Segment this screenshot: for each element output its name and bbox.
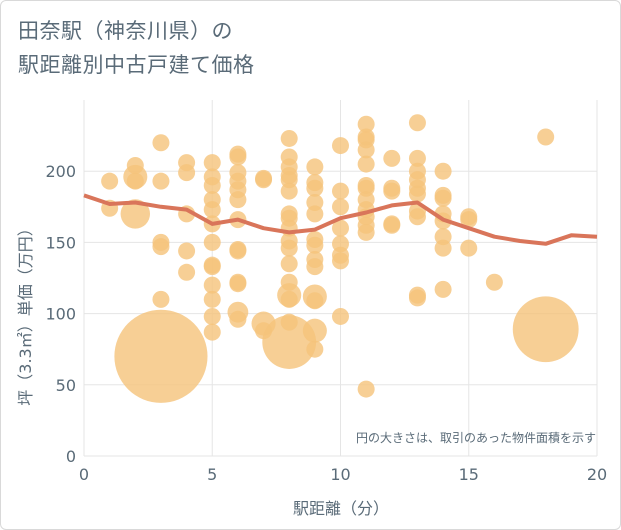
data-point <box>512 296 579 363</box>
data-point <box>203 201 221 219</box>
data-point <box>306 205 324 223</box>
data-point <box>203 323 221 341</box>
data-point <box>280 290 298 308</box>
data-point <box>262 315 317 369</box>
data-point <box>434 162 452 180</box>
data-point <box>357 223 375 241</box>
data-point <box>229 275 247 293</box>
data-point <box>203 276 221 294</box>
data-point <box>229 310 247 328</box>
x-tick-label: 10 <box>330 465 350 484</box>
data-point <box>332 198 349 216</box>
chart-title: 田奈駅（神奈川県）の 駅距離別中古戸建て価格 <box>18 14 255 82</box>
data-point <box>280 313 298 331</box>
data-point <box>203 176 221 194</box>
data-point <box>203 154 221 172</box>
y-tick-label: 0 <box>66 447 76 466</box>
data-point <box>120 199 151 229</box>
data-point <box>383 216 401 234</box>
data-point <box>357 115 375 133</box>
data-point <box>101 172 119 190</box>
data-point <box>302 318 327 343</box>
x-tick-label: 15 <box>459 465 479 484</box>
data-point <box>383 149 401 167</box>
data-point <box>434 189 452 207</box>
data-point <box>126 172 144 190</box>
trend-line-group <box>83 193 598 246</box>
data-point <box>229 191 247 209</box>
data-point <box>408 114 426 132</box>
data-point <box>306 236 324 254</box>
data-point <box>203 290 221 308</box>
data-point <box>332 307 349 325</box>
data-point <box>408 289 426 307</box>
data-point <box>306 158 324 176</box>
data-point <box>126 157 144 175</box>
size-annotation: 円の大きさは、取引のあった物件面積を示す <box>356 430 596 445</box>
data-point <box>460 211 478 229</box>
data-point <box>255 322 273 340</box>
data-point <box>537 128 555 146</box>
y-tick-label: 200 <box>45 162 76 181</box>
x-tick-label: 0 <box>79 465 89 484</box>
data-point <box>485 273 503 291</box>
data-point <box>229 148 247 166</box>
data-point <box>280 129 298 147</box>
x-tick-label: 5 <box>207 465 217 484</box>
data-point <box>114 309 208 403</box>
data-point <box>255 171 273 189</box>
data-point <box>306 340 324 358</box>
data-point <box>332 252 349 270</box>
data-point <box>383 182 401 200</box>
data-point <box>332 219 349 237</box>
data-point <box>306 179 324 197</box>
title-line-1: 田奈駅（神奈川県）の <box>18 19 233 43</box>
data-point <box>306 258 324 276</box>
data-point <box>152 172 170 190</box>
data-point <box>203 233 221 251</box>
y-axis-label: 坪（3.3㎡）単価（万円） <box>16 220 35 405</box>
data-point <box>152 134 170 152</box>
data-point <box>460 239 478 257</box>
y-tick-label: 150 <box>45 233 76 252</box>
data-point <box>280 273 298 291</box>
x-axis-label: 駅距離（分） <box>293 499 389 518</box>
data-point <box>357 155 375 173</box>
bubbles <box>101 114 579 403</box>
data-point <box>434 280 452 298</box>
data-point <box>332 182 349 200</box>
data-point <box>178 242 196 260</box>
data-point <box>408 208 426 226</box>
data-point <box>152 238 170 256</box>
data-point <box>178 263 196 281</box>
data-point <box>332 137 349 155</box>
data-point <box>229 242 247 260</box>
data-point <box>280 255 298 273</box>
data-point <box>306 292 324 310</box>
y-tick-label: 50 <box>56 376 76 395</box>
data-point <box>408 149 426 167</box>
data-point <box>280 239 298 257</box>
data-point <box>434 239 452 257</box>
x-tick-label: 20 <box>587 465 607 484</box>
trend-line <box>83 193 598 246</box>
data-point <box>152 290 170 308</box>
data-point <box>203 258 221 276</box>
data-point <box>203 307 221 325</box>
data-point <box>178 164 196 182</box>
data-point <box>357 141 375 159</box>
data-point <box>357 380 375 398</box>
y-tick-label: 100 <box>45 305 76 324</box>
data-point <box>280 182 298 200</box>
title-line-2: 駅距離別中古戸建て価格 <box>18 53 255 77</box>
data-point <box>408 185 426 203</box>
